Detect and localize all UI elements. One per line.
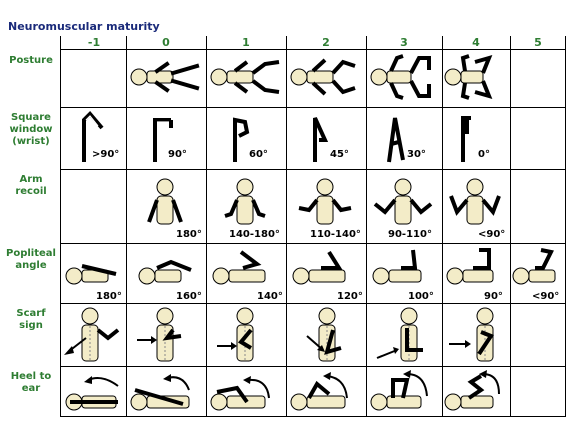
scarf-figure-3 (376, 307, 423, 362)
row-label-scarf-sign: Scarf sign (16, 308, 46, 331)
scarf-figure-1 (217, 307, 254, 362)
wrist-angle-0: 90° (168, 149, 187, 160)
popliteal-figure-minus1 (65, 264, 117, 285)
popliteal-angle-minus1: 180° (96, 291, 122, 302)
posture-figure-4 (444, 54, 493, 100)
wrist-figure-3 (387, 117, 405, 163)
popliteal-angle-1: 140° (257, 291, 283, 302)
popliteal-figure-0 (138, 259, 192, 285)
arm-recoil-figure-0 (147, 178, 183, 225)
arm-recoil-angle-0: 180° (176, 229, 202, 240)
col-header-4: 4 (472, 36, 480, 49)
scarf-figure-2 (306, 307, 342, 362)
arm-recoil-angle-4: <90° (478, 229, 506, 240)
heel-ear-figure-minus1 (65, 376, 119, 411)
wrist-figure-4 (461, 116, 471, 162)
posture-figure-1 (210, 60, 280, 94)
arm-recoil-angle-3: 90-110° (388, 229, 432, 240)
popliteal-figure-4 (446, 248, 494, 285)
popliteal-figure-5 (512, 248, 556, 285)
popliteal-angle-0: 160° (176, 291, 202, 302)
wrist-angle-3: 30° (407, 149, 426, 160)
arm-recoil-angle-1: 140-180° (229, 229, 280, 240)
scarf-figure-4 (449, 307, 495, 362)
popliteal-angle-2: 120° (337, 291, 363, 302)
wrist-figure-minus1 (82, 111, 104, 162)
heel-ear-figure-3 (370, 370, 428, 411)
col-header-3: 3 (400, 36, 408, 49)
wrist-figure-1 (233, 117, 250, 162)
popliteal-angle-4: 90° (484, 291, 503, 302)
row-label-arm-recoil: Arm recoil (15, 174, 47, 197)
heel-ear-figure-0 (130, 374, 190, 411)
posture-figure-2 (290, 58, 356, 96)
heel-ear-figure-1 (210, 376, 270, 411)
arm-recoil-angle-2: 110-140° (310, 229, 361, 240)
scarf-figure-minus1 (64, 307, 120, 362)
arm-recoil-figure-1 (224, 178, 266, 225)
arm-recoil-figure-4 (449, 178, 501, 225)
popliteal-angle-5: <90° (532, 291, 560, 302)
wrist-figure-0 (153, 118, 173, 162)
popliteal-figure-2 (292, 250, 346, 285)
popliteal-angle-3: 100° (408, 291, 434, 302)
wrist-angle-minus1: >90° (92, 149, 120, 160)
row-label-posture: Posture (9, 55, 53, 66)
wrist-angle-2: 45° (330, 149, 349, 160)
col-header-2: 2 (322, 36, 330, 49)
posture-figure-3 (370, 54, 431, 100)
row-label-square-window: Square window (wrist) (9, 112, 53, 147)
col-header-minus1: -1 (87, 36, 101, 49)
heel-ear-figure-2 (290, 372, 348, 411)
wrist-angle-1: 60° (249, 149, 268, 160)
arm-recoil-figure-2 (298, 178, 352, 225)
wrist-figure-2 (313, 117, 329, 162)
scarf-figure-0 (137, 307, 182, 362)
col-header-0: 0 (162, 36, 170, 49)
wrist-angle-4: 0° (478, 149, 490, 160)
col-header-1: 1 (242, 36, 250, 49)
arm-recoil-figure-3 (373, 178, 433, 225)
popliteal-figure-3 (372, 249, 422, 285)
col-header-5: 5 (534, 36, 542, 49)
row-label-heel-to-ear: Heel to ear (10, 371, 52, 394)
row-label-popliteal-angle: Popliteal angle (6, 248, 56, 271)
section-title: Neuromuscular maturity (8, 20, 160, 33)
heel-ear-figure-4 (444, 370, 500, 411)
posture-figure-0 (130, 61, 200, 93)
popliteal-figure-1 (212, 250, 266, 285)
